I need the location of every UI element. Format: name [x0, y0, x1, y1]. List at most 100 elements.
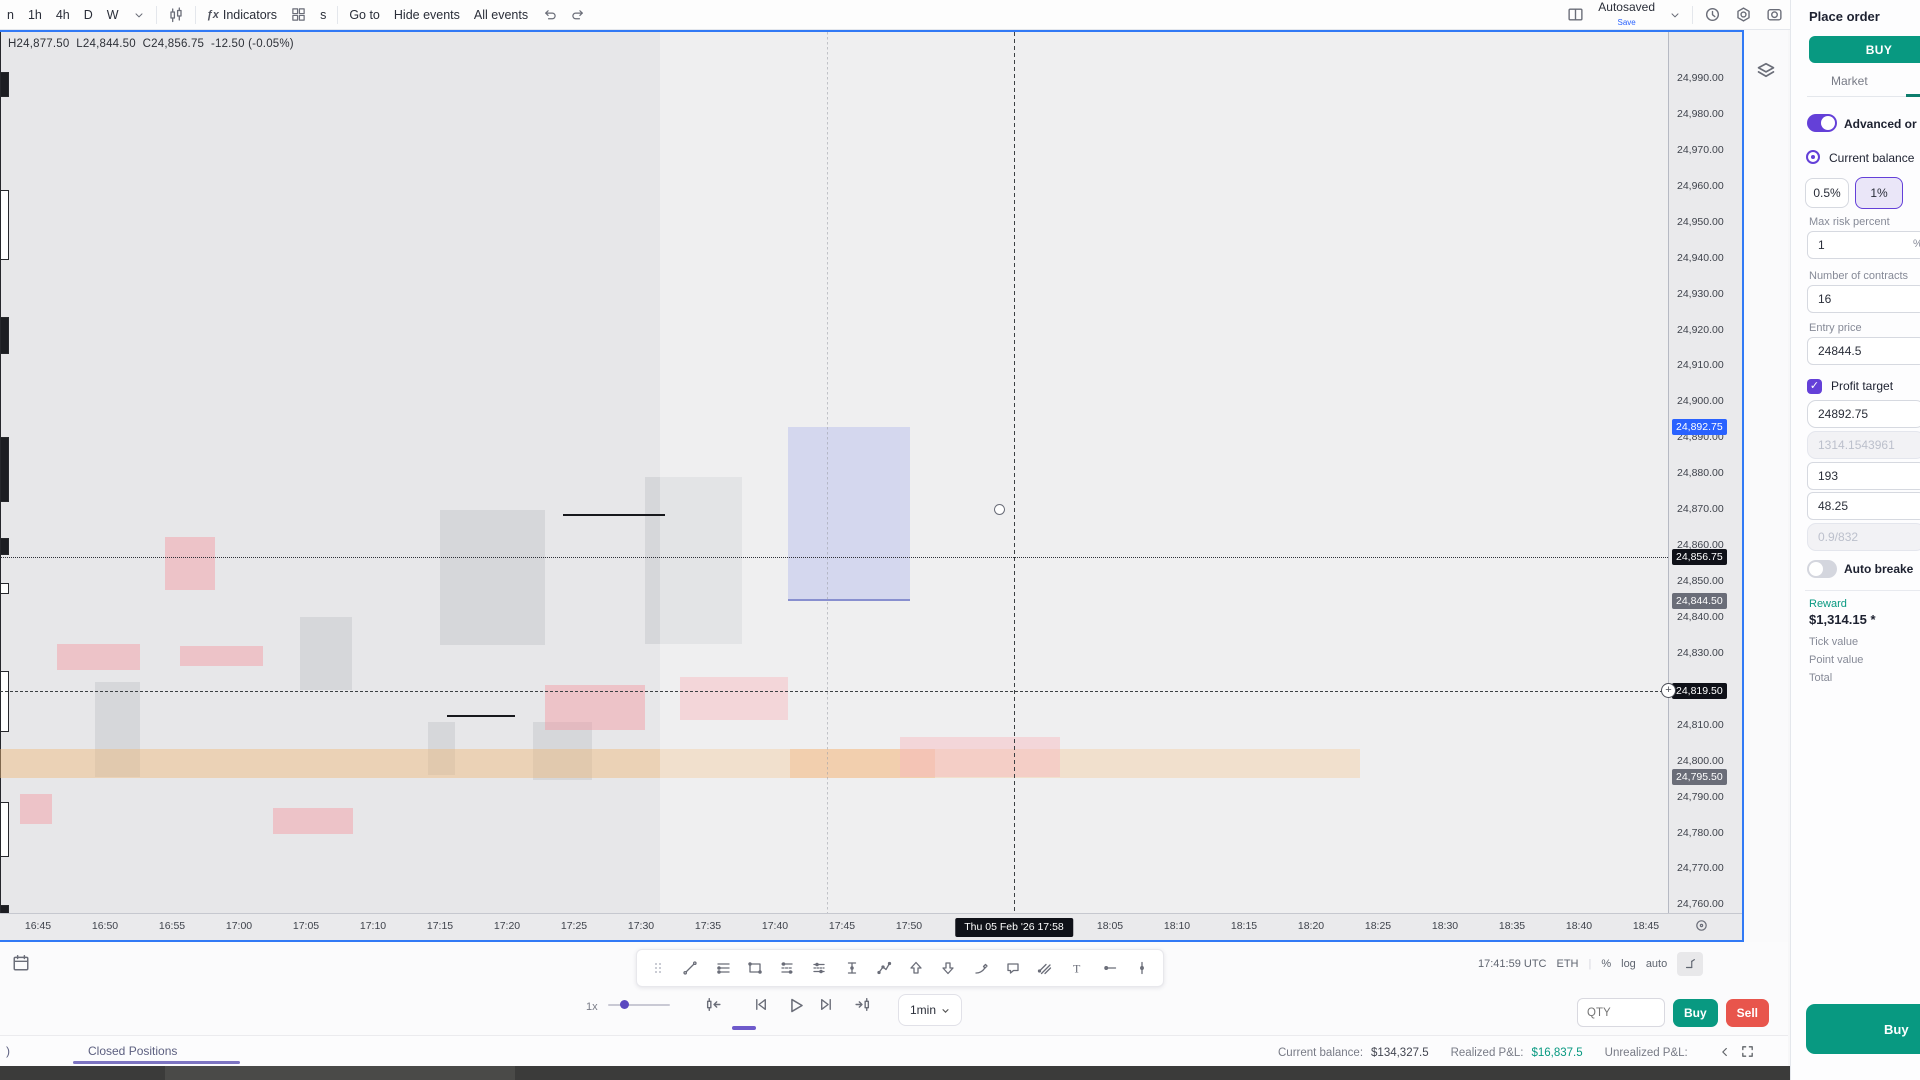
profit-target-zone[interactable]: [788, 427, 910, 601]
trend-line-icon[interactable]: [675, 953, 705, 983]
drag-handle-icon[interactable]: [643, 953, 673, 983]
calendar-events-icon[interactable]: [12, 954, 30, 977]
settings-gear-icon[interactable]: [1728, 6, 1759, 23]
replay-interval-dropdown[interactable]: 1min: [898, 994, 962, 1026]
vertical-line-icon[interactable]: [1127, 953, 1157, 983]
quick-buy-button[interactable]: Buy: [1673, 998, 1718, 1027]
timeframe-d[interactable]: D: [77, 8, 100, 22]
time-tick-label: 17:30: [627, 920, 655, 932]
play-icon[interactable]: [786, 996, 805, 1020]
timeframe-w[interactable]: W: [100, 8, 126, 22]
chevron-down-icon[interactable]: [1662, 9, 1688, 21]
percent-scale-button[interactable]: %: [1601, 958, 1612, 970]
contracts-input[interactable]: [1807, 285, 1920, 313]
buy-side-button[interactable]: BUY: [1809, 36, 1920, 63]
arrow-up-icon[interactable]: [901, 953, 931, 983]
os-taskbar[interactable]: [0, 1066, 1920, 1080]
jump-to-bar-icon[interactable]: [705, 996, 722, 1018]
goto-button[interactable]: Go to: [342, 8, 387, 22]
brush-icon[interactable]: [966, 953, 996, 983]
snap-icon[interactable]: [1677, 952, 1704, 976]
current-balance-radio[interactable]: [1806, 150, 1820, 164]
arrow-down-icon[interactable]: [933, 953, 963, 983]
timeframe-partial[interactable]: n: [0, 8, 21, 22]
indicators-button[interactable]: ƒx Indicators: [200, 8, 284, 22]
price-axis-label[interactable]: 24,856.75: [1672, 548, 1727, 565]
tab-market[interactable]: Market: [1831, 74, 1868, 88]
pink-zone: [20, 794, 52, 824]
jump-to-realtime-icon[interactable]: [854, 996, 871, 1018]
time-axis[interactable]: 16:45 16:50 16:55 17:00 17:05 17:10 17:15 17:20…: [0, 913, 1742, 940]
all-events-button[interactable]: All events: [467, 8, 535, 22]
candle-down: [0, 537, 9, 555]
horizontal-rays-icon[interactable]: [708, 953, 738, 983]
text-icon[interactable]: T: [1062, 953, 1092, 983]
price-axis[interactable]: 24,990.00 24,980.00 24,970.00 24,960.00 24,9…: [1661, 32, 1742, 940]
log-scale-button[interactable]: log: [1621, 958, 1636, 970]
layers-icon[interactable]: [1756, 60, 1776, 85]
timeframe-4h[interactable]: 4h: [49, 8, 77, 22]
add-order-plus-icon[interactable]: +: [1661, 682, 1676, 698]
drawing-anchor-point[interactable]: [994, 504, 1005, 515]
max-risk-input[interactable]: [1807, 231, 1920, 259]
profit-target-price-input[interactable]: [1807, 400, 1920, 428]
layout-icon[interactable]: [1560, 6, 1591, 23]
price-axis-label[interactable]: 24,844.50: [1672, 592, 1727, 609]
taskbar-window-segment[interactable]: [165, 1066, 515, 1080]
slider-handle[interactable]: [620, 1000, 629, 1009]
scroll-to-realtime-icon[interactable]: [1694, 918, 1709, 938]
chevron-down-icon[interactable]: [126, 9, 152, 21]
tab-closed-positions[interactable]: Closed Positions: [88, 1044, 178, 1058]
advanced-order-toggle[interactable]: [1807, 114, 1837, 132]
horizontal-line-drawing[interactable]: [563, 514, 665, 516]
timeframe-1h[interactable]: 1h: [21, 8, 49, 22]
risk-preset-1-button[interactable]: 1%: [1855, 177, 1903, 209]
profit-target-ticks-input[interactable]: [1807, 462, 1920, 490]
hide-events-button[interactable]: Hide events: [387, 8, 467, 22]
price-tick-label: 24,860.00: [1677, 539, 1724, 552]
auto-scale-button[interactable]: auto: [1645, 958, 1668, 970]
step-back-icon[interactable]: [752, 996, 769, 1018]
s-button[interactable]: s: [313, 8, 333, 22]
tab-partial[interactable]: ): [6, 1044, 10, 1058]
price-axis-label[interactable]: 24,892.75: [1672, 419, 1727, 436]
undo-icon[interactable]: [535, 7, 564, 22]
save-link[interactable]: Save: [1617, 17, 1636, 27]
qty-input[interactable]: [1577, 998, 1665, 1027]
alert-clock-icon[interactable]: [1697, 6, 1728, 23]
session-label[interactable]: ETH: [1556, 958, 1579, 970]
polyline-icon[interactable]: [869, 953, 899, 983]
panel-title: Place order: [1809, 9, 1880, 24]
risk-preset-05-button[interactable]: 0.5%: [1805, 178, 1849, 208]
pitchfork-icon[interactable]: [1030, 953, 1060, 983]
rectangle-icon[interactable]: [740, 953, 770, 983]
quick-sell-button[interactable]: Sell: [1725, 998, 1770, 1027]
chart-plot-area[interactable]: H24,877.50 L24,844.50 C24,856.75 -12.50 …: [0, 32, 1668, 913]
measure-icon[interactable]: [1095, 953, 1125, 983]
replay-speed-slider[interactable]: [608, 996, 670, 1014]
auto-breakeven-toggle[interactable]: [1807, 560, 1837, 578]
fib-retracement-icon[interactable]: [772, 953, 802, 983]
fullscreen-icon[interactable]: [1740, 1044, 1755, 1062]
price-range-icon[interactable]: [837, 953, 867, 983]
autosaved-button[interactable]: Autosaved Save: [1591, 1, 1662, 28]
candle-style-icon[interactable]: [161, 6, 191, 23]
price-axis-label[interactable]: 24,795.50: [1672, 768, 1727, 785]
profit-target-points-input[interactable]: [1807, 492, 1920, 520]
screenshot-camera-icon[interactable]: [1759, 6, 1790, 23]
step-forward-icon[interactable]: [818, 996, 835, 1018]
unrealized-pnl-label: Unrealized P&L:: [1604, 1047, 1688, 1059]
horizontal-line-drawing[interactable]: [447, 715, 515, 717]
profit-target-checkbox[interactable]: ✓: [1807, 379, 1822, 394]
price-axis-label[interactable]: 24,819.50: [1672, 682, 1727, 699]
entry-price-input[interactable]: [1807, 337, 1920, 365]
chevron-left-icon[interactable]: [1718, 1045, 1732, 1062]
reward-value: $1,314.15 *: [1809, 612, 1876, 627]
redo-icon[interactable]: [564, 7, 593, 22]
fib-extension-icon[interactable]: [804, 953, 834, 983]
grid-layout-icon[interactable]: [284, 7, 313, 22]
submit-buy-button[interactable]: Buy: [1806, 1004, 1920, 1054]
price-tick-label: 24,880.00: [1677, 467, 1724, 480]
price-tick-label: 24,910.00: [1677, 359, 1724, 372]
callout-icon[interactable]: [998, 953, 1028, 983]
